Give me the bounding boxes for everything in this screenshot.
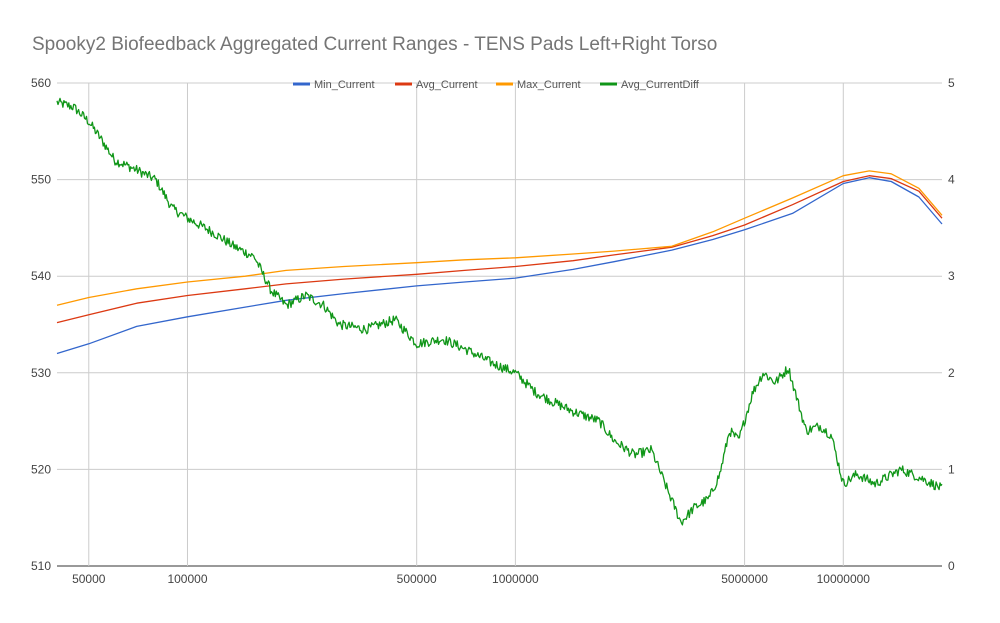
- legend-label: Max_Current: [517, 79, 581, 91]
- series-line-avg-current: [56, 175, 943, 324]
- y-right-tick-label: 3: [948, 269, 955, 283]
- y-left-tick-label: 520: [31, 462, 51, 476]
- chart-title: Spooky2 Biofeedback Aggregated Current R…: [32, 34, 717, 55]
- x-tick-label: 500000: [397, 572, 437, 586]
- x-tick-label: 1000000: [492, 572, 539, 586]
- axis-labels: 510 520 530 540 550 560 0 1 2 3 4 5 50000 100000 50000…: [31, 76, 955, 586]
- x-tick-label: 50000: [72, 572, 106, 586]
- y-right-tick-label: 4: [948, 173, 955, 187]
- legend-label: Avg_CurrentDiff: [621, 79, 700, 91]
- series-line-avg-currentdiff: [56, 97, 943, 526]
- x-tick-label: 10000000: [817, 572, 871, 586]
- series-line-max-current: [56, 170, 943, 306]
- y-left-tick-label: 510: [31, 559, 51, 573]
- series-lines: [56, 97, 943, 526]
- gridlines: [57, 82, 942, 567]
- x-tick-label: 5000000: [721, 572, 768, 586]
- y-left-tick-label: 530: [31, 366, 51, 380]
- legend-label: Avg_Current: [416, 79, 478, 91]
- series-line-min-current: [56, 177, 943, 355]
- y-left-tick-label: 540: [31, 269, 51, 283]
- y-right-tick-label: 2: [948, 366, 955, 380]
- legend: Min_Current Avg_Current Max_Current Avg_Cur…: [293, 79, 700, 91]
- y-left-tick-label: 560: [31, 76, 51, 90]
- y-right-tick-label: 0: [948, 559, 955, 573]
- y-left-tick-label: 550: [31, 173, 51, 187]
- y-right-tick-label: 1: [948, 462, 955, 476]
- y-right-tick-label: 5: [948, 76, 955, 90]
- legend-label: Min_Current: [314, 79, 375, 91]
- x-tick-label: 100000: [167, 572, 207, 586]
